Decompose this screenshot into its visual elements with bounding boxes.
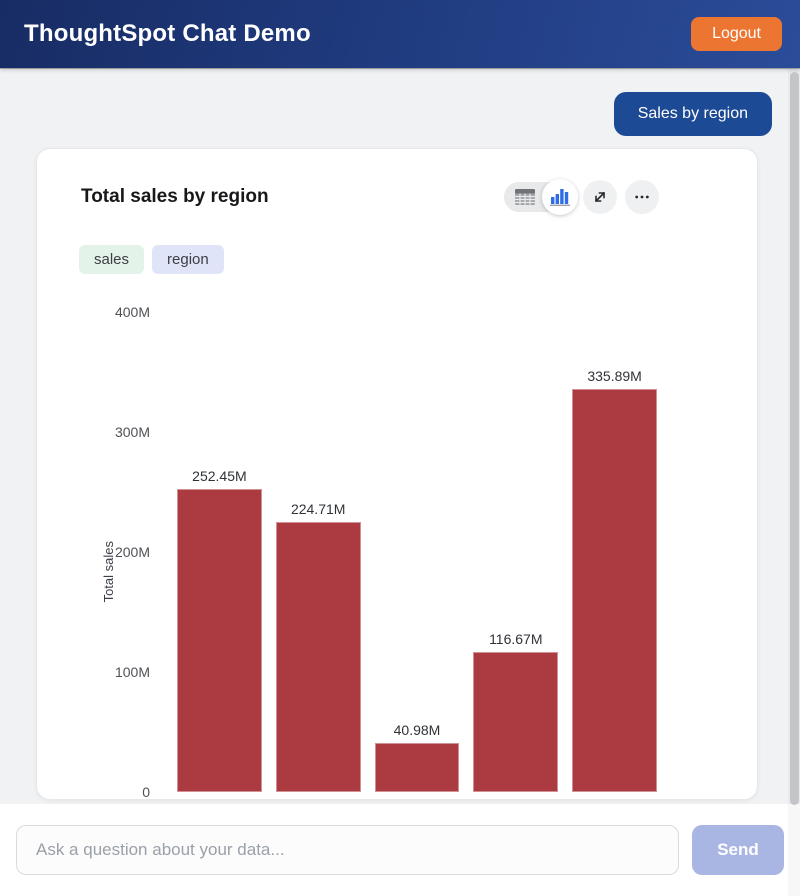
- scrollbar-thumb[interactable]: [790, 72, 799, 805]
- bar-slot: 116.67M: [473, 631, 558, 792]
- view-toggle: [504, 182, 575, 212]
- chat-message-list: Sales by region Total sales by region: [0, 68, 800, 800]
- chart-view-button[interactable]: [542, 179, 578, 215]
- user-message-bubble: Sales by region: [614, 92, 772, 136]
- scrollbar: [788, 69, 800, 896]
- chart-title: Total sales by region: [81, 186, 269, 208]
- app-title: ThoughtSpot Chat Demo: [24, 20, 311, 48]
- bar[interactable]: [177, 489, 262, 792]
- answer-card: Total sales by region: [36, 148, 758, 800]
- bar-value-label: 116.67M: [489, 631, 542, 647]
- bar-value-label: 40.98M: [394, 722, 441, 738]
- composer-bar: Send: [0, 804, 800, 896]
- y-axis-tick-label: 300M: [84, 423, 150, 441]
- chip-region[interactable]: region: [152, 245, 224, 274]
- bar-value-label: 252.45M: [192, 468, 246, 484]
- plot-area: 252.45M 224.71M 40.98M 116.67M 335.89M: [177, 292, 657, 792]
- table-icon: [514, 188, 536, 206]
- app-header: ThoughtSpot Chat Demo Logout: [0, 0, 800, 68]
- y-axis-tick-label: 0: [84, 783, 150, 800]
- bar[interactable]: [375, 743, 460, 792]
- chip-sales[interactable]: sales: [79, 245, 144, 274]
- bar-chart-icon: [550, 188, 570, 206]
- ellipsis-icon: [634, 189, 650, 205]
- bar[interactable]: [473, 652, 558, 792]
- send-button[interactable]: Send: [692, 825, 784, 875]
- bar-chart: Total sales 400M300M200M100M0 252.45M224…: [37, 292, 757, 792]
- y-axis-tick-label: 200M: [84, 543, 150, 561]
- expand-button[interactable]: [583, 180, 617, 214]
- bar-slot: 224.71M: [276, 501, 361, 792]
- bar[interactable]: [572, 389, 657, 792]
- y-axis-tick-label: 100M: [84, 663, 150, 681]
- y-axis-tick-label: 400M: [84, 303, 150, 321]
- viz-controls: [504, 180, 659, 214]
- bar-slot: 252.45M: [177, 468, 262, 792]
- expand-icon: [592, 189, 608, 205]
- bar-value-label: 335.89M: [587, 368, 641, 384]
- logout-button[interactable]: Logout: [691, 17, 782, 51]
- table-view-button[interactable]: [508, 182, 542, 212]
- question-input[interactable]: [16, 825, 679, 875]
- bar-value-label: 224.71M: [291, 501, 345, 517]
- more-options-button[interactable]: [625, 180, 659, 214]
- bar[interactable]: [276, 522, 361, 792]
- bar-slot: 40.98M: [375, 722, 460, 792]
- column-chips: sales region: [37, 245, 757, 274]
- bar-slot: 335.89M: [572, 368, 657, 792]
